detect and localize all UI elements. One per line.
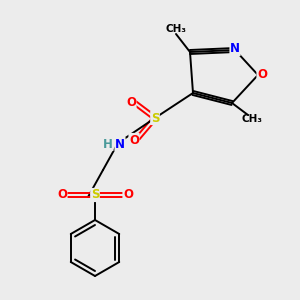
Text: N: N <box>115 137 125 151</box>
Text: O: O <box>129 134 139 146</box>
Text: CH₃: CH₃ <box>166 24 187 34</box>
Text: N: N <box>230 43 240 56</box>
Text: H: H <box>103 137 113 151</box>
Text: S: S <box>151 112 159 124</box>
Text: S: S <box>91 188 99 202</box>
Text: O: O <box>57 188 67 202</box>
Text: CH₃: CH₃ <box>242 114 262 124</box>
Text: O: O <box>123 188 133 202</box>
Text: O: O <box>126 95 136 109</box>
Text: O: O <box>257 68 267 82</box>
